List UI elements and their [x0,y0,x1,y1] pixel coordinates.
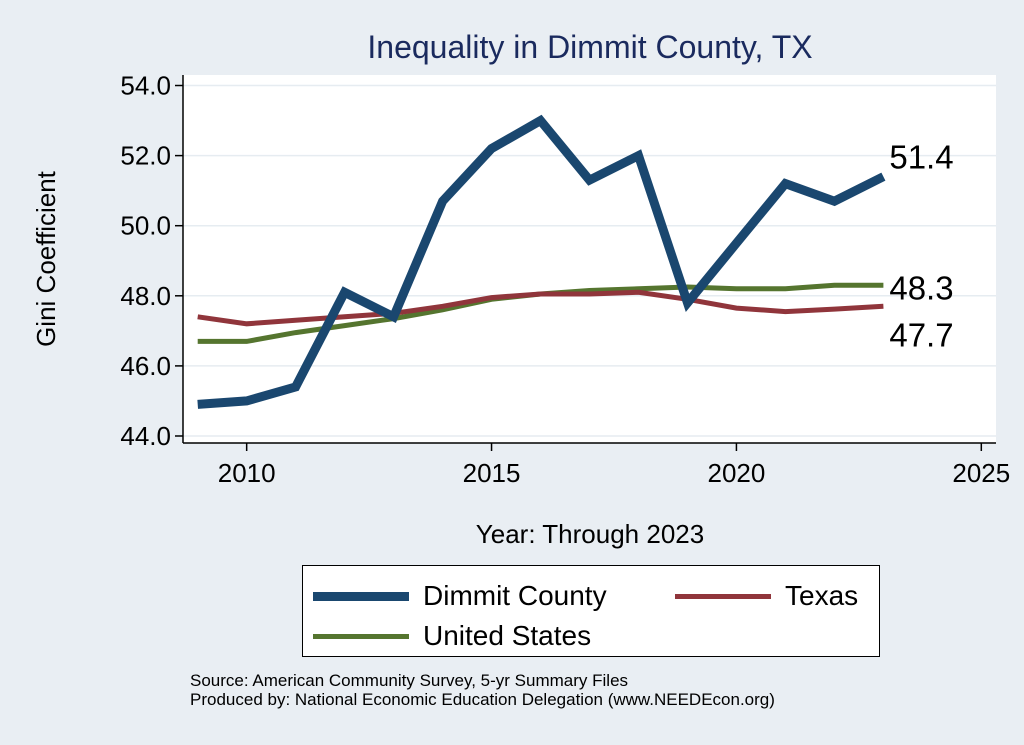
series-line-dimmit-county [197,114,886,409]
legend: Dimmit County Texas United States [302,565,880,657]
x-tick-label: 2025 [952,458,1010,488]
end-labels: 51.4 47.7 48.3 [889,139,953,354]
source-note: Source: American Community Survey, 5-yr … [190,671,775,709]
legend-item-united-states: United States [313,620,591,652]
legend-swatch-dimmit-county [313,591,409,601]
y-tick-label: 50.0 [120,211,171,241]
legend-label-dimmit-county: Dimmit County [423,580,607,611]
chart-title: Inequality in Dimmit County, TX [367,29,812,65]
y-tick-label: 54.0 [120,71,171,101]
legend-item-texas: Texas [675,580,858,612]
legend-swatch-texas [675,593,771,599]
y-axis-label: Gini Coefficient [31,170,61,347]
x-axis-label: Year: Through 2023 [476,519,704,549]
y-tick-label: 52.0 [120,141,171,171]
axes: 44.0 46.0 48.0 50.0 52.0 54.0 2010 2015 2020 2025 [120,71,1010,488]
series-line-texas [197,289,884,327]
legend-label-united-states: United States [423,620,592,651]
end-label-dimmit-county: 51.4 [889,139,953,176]
x-tick-label: 2015 [463,458,521,488]
legend-swatch-united-states [313,633,409,639]
legend-label-texas: Texas [785,580,859,611]
x-tick-label: 2010 [218,458,276,488]
source-line: Source: American Community Survey, 5-yr … [190,671,629,690]
y-tick-label: 46.0 [120,351,171,381]
series-lines [197,114,886,409]
legend-item-dimmit-county: Dimmit County [313,580,607,612]
y-tick-label: 44.0 [120,421,171,451]
plot-area [183,75,996,443]
y-tick-label: 48.0 [120,281,171,311]
producer-line: Produced by: National Economic Education… [190,690,775,709]
end-label-united-states: 48.3 [889,269,953,306]
x-tick-label: 2020 [708,458,766,488]
end-label-texas: 47.7 [889,316,953,353]
